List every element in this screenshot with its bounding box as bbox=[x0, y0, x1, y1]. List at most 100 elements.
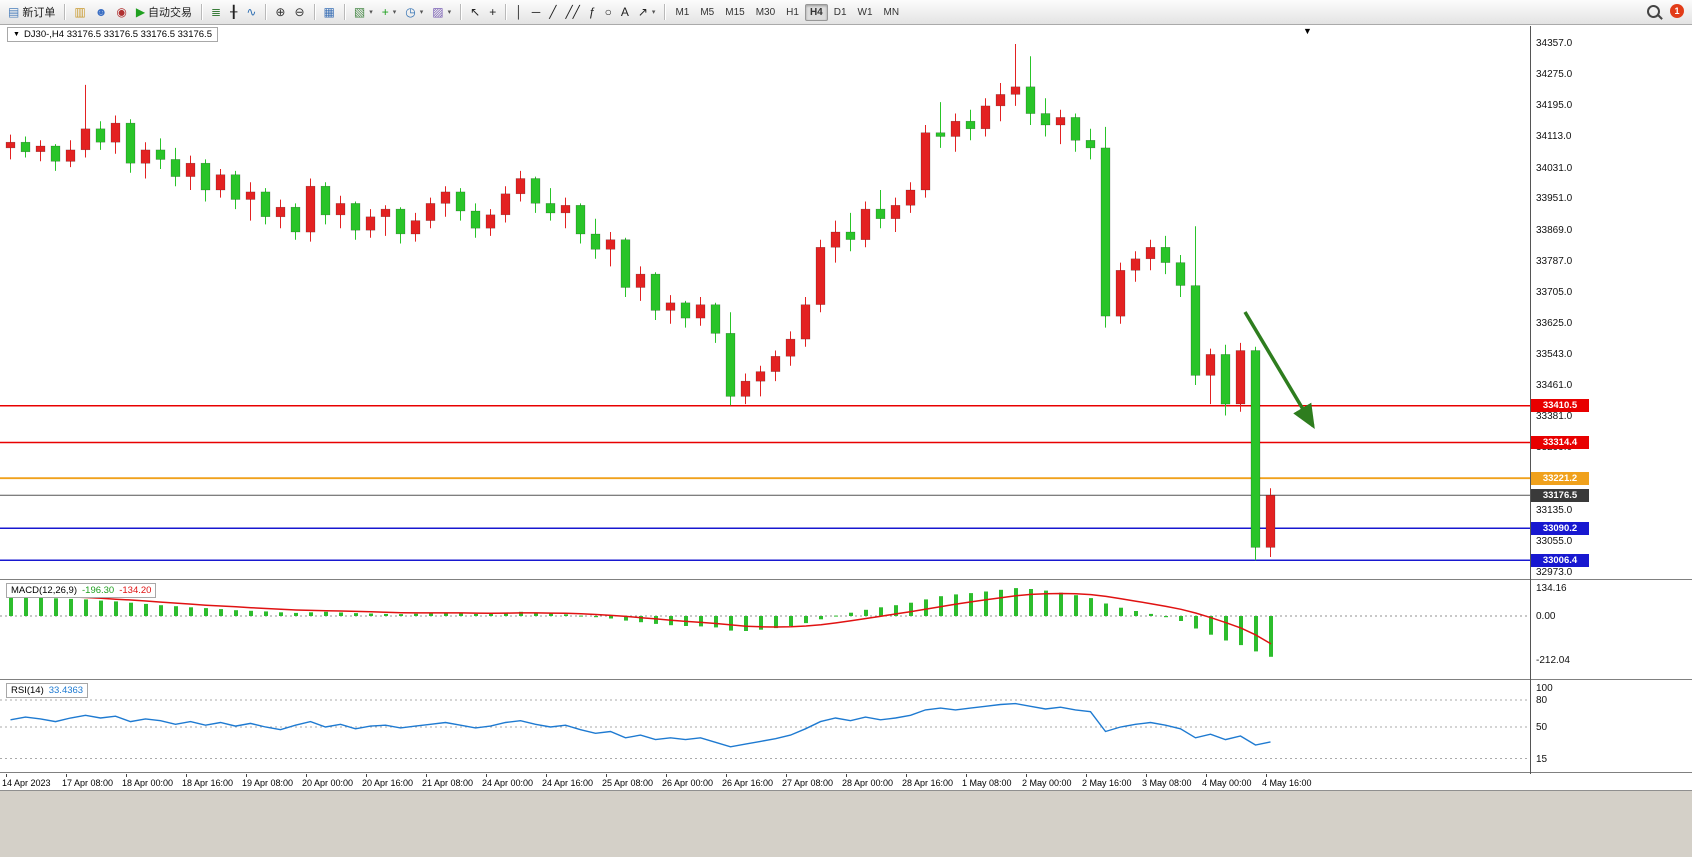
candle-body bbox=[1190, 285, 1201, 376]
bar-chart-button[interactable]: ≣ bbox=[207, 1, 225, 23]
time-axis-tick bbox=[1086, 774, 1087, 777]
timeframe-d1-button[interactable]: D1 bbox=[833, 6, 847, 18]
candle-body bbox=[740, 380, 751, 397]
price-level-tag[interactable]: 33410.5 bbox=[1531, 399, 1589, 412]
vertical-line-button[interactable]: │ bbox=[511, 1, 527, 23]
indicators-button[interactable]: + ▾ bbox=[378, 1, 401, 23]
price-axis[interactable]: 34357.0 34275.0 34195.0 34113.0 34031.0 33951… bbox=[1531, 26, 1692, 790]
time-axis-tick bbox=[606, 774, 607, 777]
macd-bar bbox=[1209, 616, 1213, 635]
notification-badge[interactable]: 1 bbox=[1670, 4, 1684, 18]
autotrade-button[interactable]: ▶ 自动交易 bbox=[132, 1, 196, 23]
axis-separator bbox=[1530, 26, 1531, 774]
candle-body bbox=[1160, 247, 1171, 263]
macd-panel[interactable] bbox=[0, 582, 1530, 676]
channel-button[interactable]: ╱╱ bbox=[561, 1, 583, 23]
search-icon[interactable] bbox=[1647, 4, 1660, 18]
profile-button[interactable]: ☻ bbox=[91, 1, 112, 23]
macd-bar bbox=[609, 616, 613, 619]
rsi-axis-label: 100 bbox=[1536, 683, 1553, 694]
price-level-tag[interactable]: 33090.2 bbox=[1531, 522, 1589, 535]
macd-bar bbox=[204, 608, 208, 616]
price-level-tag[interactable]: 33314.4 bbox=[1531, 436, 1589, 449]
price-chart[interactable] bbox=[0, 26, 1530, 578]
timeframe-m5-button[interactable]: M5 bbox=[700, 6, 715, 18]
time-axis[interactable]: 14 Apr 2023 17 Apr 08:00 18 Apr 00:00 18 Ap… bbox=[0, 774, 1530, 790]
candle-body bbox=[1205, 354, 1216, 376]
macd-bar bbox=[594, 616, 598, 618]
macd-bar bbox=[879, 607, 883, 616]
macd-bar bbox=[309, 612, 313, 616]
zoom-out-icon: ⊖ bbox=[294, 5, 305, 19]
new-order-button[interactable]: ▤ 新订单 bbox=[4, 1, 59, 23]
candle-body bbox=[410, 220, 421, 235]
price-level-tag[interactable]: 33221.2 bbox=[1531, 472, 1589, 485]
chart-title-tab[interactable]: ▼ DJ30-,H4 33176.5 33176.5 33176.5 33176… bbox=[7, 27, 218, 42]
macd-bar bbox=[774, 616, 778, 629]
zoom-out-button[interactable]: ⊖ bbox=[290, 1, 308, 23]
candle-body bbox=[590, 233, 601, 250]
collapse-icon[interactable]: ▼ bbox=[13, 31, 20, 38]
candle-body bbox=[320, 185, 331, 216]
rsi-axis-label: 80 bbox=[1536, 695, 1548, 706]
candle-body bbox=[470, 210, 481, 229]
new-chart-button[interactable]: ▧ ▾ bbox=[350, 1, 377, 23]
candle-body bbox=[1220, 354, 1231, 405]
time-axis-label: 19 Apr 08:00 bbox=[242, 778, 294, 788]
line-chart-button[interactable]: ∿ bbox=[242, 1, 260, 23]
tile-windows-button[interactable]: ▦ bbox=[320, 1, 339, 23]
hlines-layer[interactable] bbox=[0, 405, 1530, 562]
timeframe-m30-button[interactable]: M30 bbox=[755, 6, 776, 18]
text-button[interactable]: A bbox=[617, 1, 633, 23]
macd-bar bbox=[999, 589, 1003, 616]
periods-button[interactable]: ◷ ▾ bbox=[401, 1, 427, 23]
macd-bar bbox=[1254, 616, 1258, 652]
timeframe-m15-button[interactable]: M15 bbox=[725, 6, 745, 18]
candlestick-button[interactable]: ╂ bbox=[226, 1, 241, 23]
shapes-button[interactable]: ○ bbox=[601, 1, 616, 23]
panel-separator[interactable] bbox=[0, 679, 1692, 680]
macd-bar bbox=[489, 613, 493, 616]
candlestick-icon: ╂ bbox=[230, 5, 238, 19]
timeframe-mn-button[interactable]: MN bbox=[883, 6, 900, 18]
horizontal-line-button[interactable]: ─ bbox=[528, 1, 545, 23]
candle-body bbox=[755, 371, 766, 382]
macd-bar bbox=[459, 613, 463, 616]
macd-bar bbox=[9, 595, 13, 616]
current-price-tag[interactable]: 33176.5 bbox=[1531, 489, 1589, 502]
charts-button[interactable]: ▥ bbox=[70, 1, 89, 23]
macd-bar bbox=[744, 616, 748, 631]
macd-bar bbox=[654, 616, 658, 624]
trendline-button[interactable]: ╱ bbox=[545, 1, 560, 23]
price-axis-label: 33951.0 bbox=[1536, 193, 1573, 204]
chart-menu-icon[interactable]: ▼ bbox=[1303, 26, 1312, 36]
rsi-axis-label: 50 bbox=[1536, 722, 1548, 733]
candle-body bbox=[890, 205, 901, 219]
price-axis-label: 33055.0 bbox=[1536, 536, 1573, 547]
community-button[interactable]: ◉ bbox=[112, 1, 130, 23]
cursor-button[interactable]: ↖ bbox=[466, 1, 484, 23]
timeframe-w1-button[interactable]: W1 bbox=[857, 6, 873, 18]
fibonacci-button[interactable]: ƒ bbox=[585, 1, 600, 23]
panel-separator[interactable] bbox=[0, 579, 1692, 580]
templates-button[interactable]: ▨ ▾ bbox=[428, 1, 455, 23]
candle-body bbox=[35, 145, 46, 152]
arrows-button[interactable]: ↗ ▾ bbox=[634, 1, 660, 23]
timeframe-h4-button[interactable]: H4 bbox=[804, 3, 828, 21]
timeframe-m1-button[interactable]: M1 bbox=[675, 6, 690, 18]
price-level-tag[interactable]: 33006.4 bbox=[1531, 554, 1589, 567]
timeframe-h1-button[interactable]: H1 bbox=[786, 6, 799, 18]
price-axis-label: 33869.0 bbox=[1536, 225, 1573, 236]
candle-body bbox=[1010, 86, 1021, 95]
candle-body bbox=[860, 208, 871, 240]
candle-body bbox=[710, 304, 721, 334]
candle-body bbox=[95, 128, 106, 143]
trend-arrow-object[interactable] bbox=[1243, 311, 1315, 430]
indicators-icon: + bbox=[381, 5, 389, 19]
price-axis-label: 34195.0 bbox=[1536, 100, 1573, 111]
macd-bar bbox=[789, 616, 793, 626]
crosshair-button[interactable]: + bbox=[485, 1, 500, 23]
zoom-in-button[interactable]: ⊕ bbox=[271, 1, 289, 23]
rsi-panel[interactable] bbox=[0, 682, 1530, 772]
